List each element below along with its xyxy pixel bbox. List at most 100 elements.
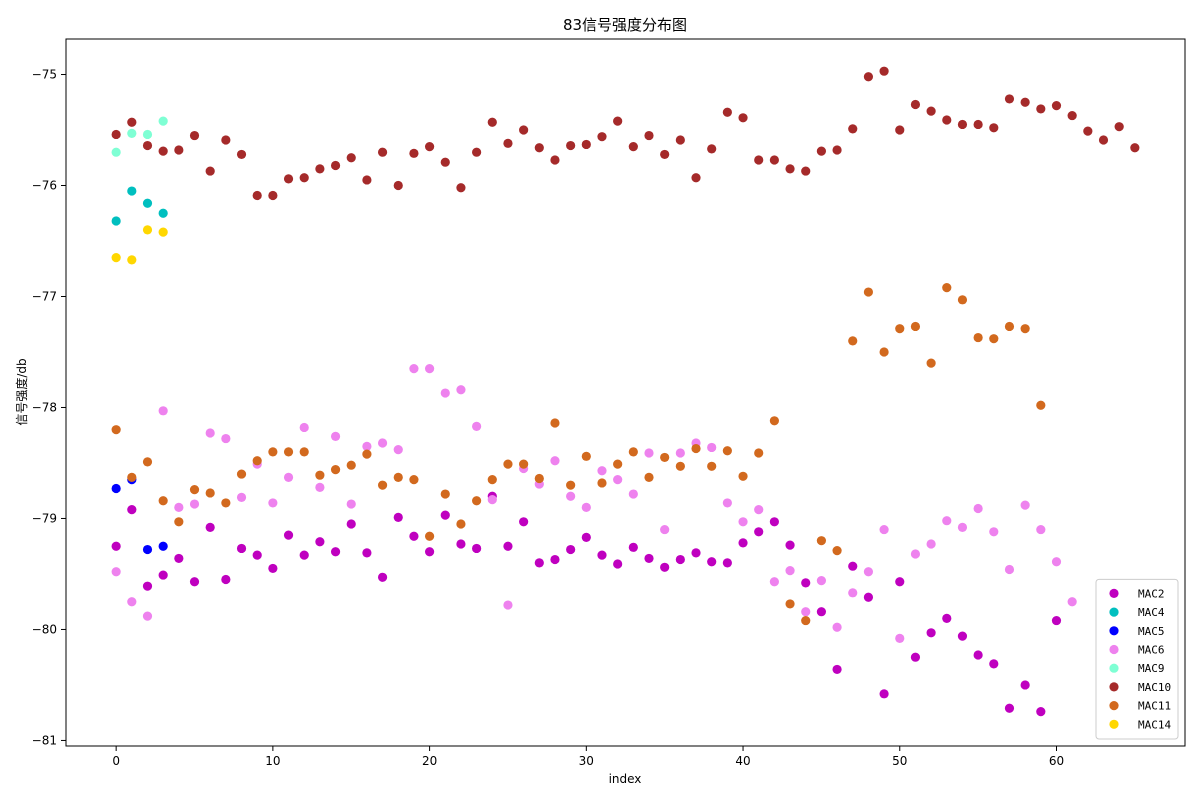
data-point <box>283 472 294 483</box>
data-point <box>377 572 388 582</box>
data-point <box>581 139 591 150</box>
data-point <box>1036 400 1046 410</box>
data-point <box>707 442 717 453</box>
data-point <box>738 517 748 527</box>
data-point <box>863 592 874 602</box>
data-point <box>785 164 795 174</box>
data-point <box>769 416 779 426</box>
data-point <box>801 607 811 617</box>
data-point <box>315 482 325 492</box>
data-point <box>472 543 482 554</box>
data-point <box>283 447 294 457</box>
data-point <box>1051 100 1062 111</box>
data-point <box>879 66 889 76</box>
data-point <box>566 140 576 151</box>
data-point <box>424 364 435 374</box>
data-point <box>1130 143 1140 153</box>
data-point <box>127 504 137 515</box>
data-point <box>111 129 121 140</box>
legend-label: MAC9 <box>1138 662 1165 675</box>
data-point <box>769 155 779 165</box>
x-tick-label: 30 <box>579 754 594 768</box>
data-point <box>942 115 952 125</box>
data-point <box>989 123 999 133</box>
data-point <box>127 128 137 138</box>
data-point <box>142 198 153 208</box>
data-point <box>315 537 325 547</box>
y-tick-label: −75 <box>32 68 57 82</box>
legend-marker <box>1109 644 1119 655</box>
data-point <box>424 142 435 152</box>
data-point <box>236 543 247 554</box>
chart-title: 83信号强度分布图 <box>563 16 687 34</box>
data-points <box>111 66 1140 717</box>
data-point <box>330 431 341 441</box>
data-point <box>111 483 121 494</box>
x-tick-label: 60 <box>1049 754 1064 768</box>
data-point <box>989 527 999 537</box>
legend-label: MAC11 <box>1138 700 1171 713</box>
data-point <box>566 480 576 490</box>
data-point <box>628 447 638 457</box>
data-point <box>440 388 450 398</box>
data-point <box>581 451 591 461</box>
x-tick-label: 10 <box>265 754 280 768</box>
series-mac10 <box>111 66 1140 201</box>
x-tick-label: 40 <box>735 754 750 768</box>
data-point <box>1020 324 1030 334</box>
data-point <box>174 517 184 527</box>
data-point <box>1004 703 1015 713</box>
series-mac5 <box>111 475 168 555</box>
data-point <box>283 174 294 184</box>
data-point <box>111 541 121 551</box>
data-point <box>942 283 952 293</box>
data-point <box>785 566 795 576</box>
data-point <box>1004 94 1015 104</box>
data-point <box>1067 597 1077 607</box>
series-mac6 <box>111 364 1077 643</box>
data-point <box>487 475 497 485</box>
data-point <box>1020 500 1030 510</box>
data-point <box>503 541 513 551</box>
data-point <box>362 175 372 185</box>
legend-marker <box>1109 607 1119 617</box>
data-point <box>205 488 215 498</box>
data-point <box>315 164 325 174</box>
data-point <box>1051 615 1062 626</box>
data-point <box>879 524 889 535</box>
y-axis-label: 信号强度/db <box>14 358 29 425</box>
legend-box <box>1095 578 1179 740</box>
data-point <box>785 599 795 609</box>
data-point <box>910 652 921 662</box>
data-point <box>409 364 419 374</box>
x-tick-label: 50 <box>892 754 907 768</box>
data-point <box>863 567 874 577</box>
data-point <box>221 574 231 585</box>
data-point <box>895 125 905 135</box>
data-point <box>660 149 670 160</box>
data-point <box>707 461 717 471</box>
data-point <box>895 633 905 643</box>
data-point <box>158 116 168 126</box>
data-point <box>628 489 638 499</box>
data-point <box>1020 97 1030 107</box>
data-point <box>158 208 168 218</box>
data-point <box>111 425 121 435</box>
series-mac2 <box>111 491 1062 717</box>
data-point <box>111 253 121 263</box>
data-point <box>644 130 654 141</box>
legend-marker <box>1109 588 1119 599</box>
data-point <box>424 531 435 541</box>
data-point <box>424 547 435 557</box>
data-point <box>754 504 764 515</box>
data-point <box>738 113 748 123</box>
data-point <box>534 558 544 568</box>
data-point <box>346 499 356 509</box>
data-point <box>566 544 576 555</box>
data-point <box>691 173 701 183</box>
x-tick-label: 20 <box>422 754 437 768</box>
data-point <box>174 145 184 155</box>
data-point <box>613 459 623 469</box>
y-tick-label: −80 <box>32 622 57 636</box>
data-point <box>268 190 278 201</box>
